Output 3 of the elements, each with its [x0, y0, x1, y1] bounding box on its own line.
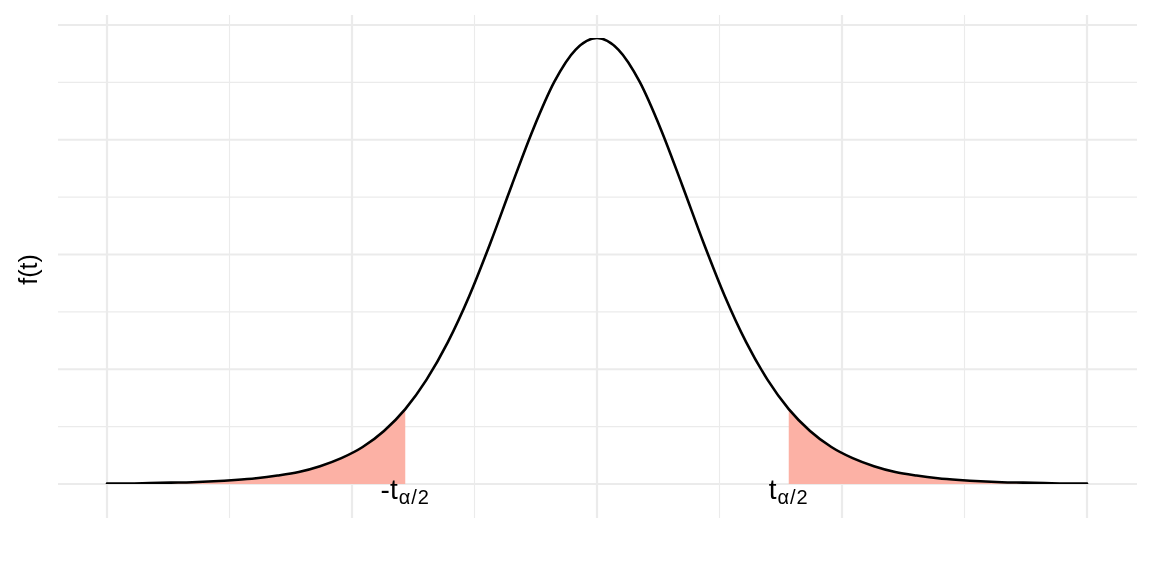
annotation: -t$_{α/2}$ — [380, 474, 430, 508]
annotation: t$_{α/2}$ — [768, 474, 809, 508]
y-axis-title: f(t) — [14, 254, 42, 285]
